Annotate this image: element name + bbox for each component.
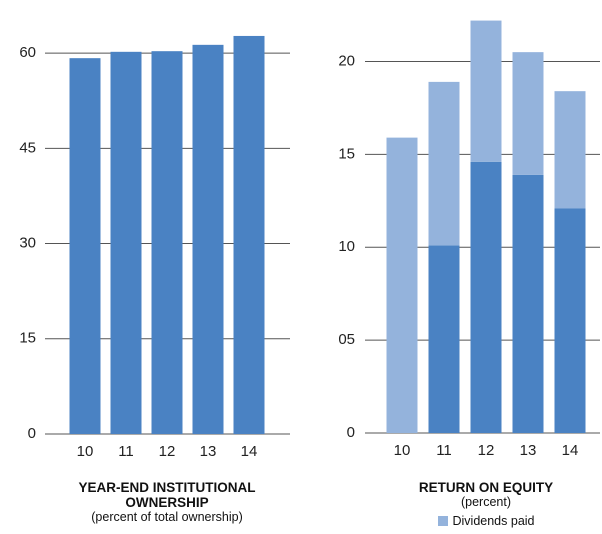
y-tick-label: 30 [19, 235, 36, 252]
y-tick-label: 0 [347, 424, 355, 441]
bar-segment [470, 161, 502, 433]
bar-segment [428, 81, 460, 246]
x-tick-label: 10 [77, 443, 94, 460]
y-tick-label: 45 [19, 139, 36, 156]
chart-subtitle: (percent) [460, 495, 512, 509]
x-tick-label: 11 [436, 442, 452, 459]
legend-label: Dividends paid [452, 514, 535, 528]
y-tick-label: 0 [28, 425, 36, 442]
bar [69, 58, 101, 434]
bar-segment [554, 208, 586, 433]
bar-segment [512, 52, 544, 175]
legend-swatch [437, 516, 448, 526]
x-tick-label: 13 [520, 442, 537, 459]
bar-segment [428, 245, 460, 433]
x-tick-label: 11 [118, 443, 134, 460]
bar [151, 51, 183, 434]
chart-subtitle: (percent of total ownership) [91, 510, 243, 524]
x-tick-label: 10 [394, 442, 411, 459]
bar [110, 51, 142, 434]
x-tick-label: 12 [159, 443, 176, 460]
bar [192, 44, 224, 434]
bar-segment [386, 137, 418, 433]
x-tick-label: 14 [562, 442, 579, 459]
chart-title: YEAR-END INSTITUTIONAL OWNERSHIP [78, 480, 256, 510]
x-tick-label: 12 [478, 442, 495, 459]
y-tick-label: 15 [19, 330, 36, 347]
y-tick-label: 60 [19, 44, 36, 61]
legend: Dividends paid [366, 514, 602, 528]
y-tick-label: 05 [338, 331, 355, 348]
chart-title: RETURN ON EQUITY [418, 480, 554, 495]
bar-segment [512, 174, 544, 433]
bar-segment [554, 91, 586, 209]
x-tick-label: 14 [241, 443, 258, 460]
y-tick-label: 15 [338, 145, 355, 162]
y-tick-label: 10 [338, 238, 355, 255]
bar [233, 35, 265, 434]
y-tick-label: 20 [338, 52, 355, 69]
x-tick-label: 13 [200, 443, 217, 460]
bar-segment [470, 20, 502, 162]
